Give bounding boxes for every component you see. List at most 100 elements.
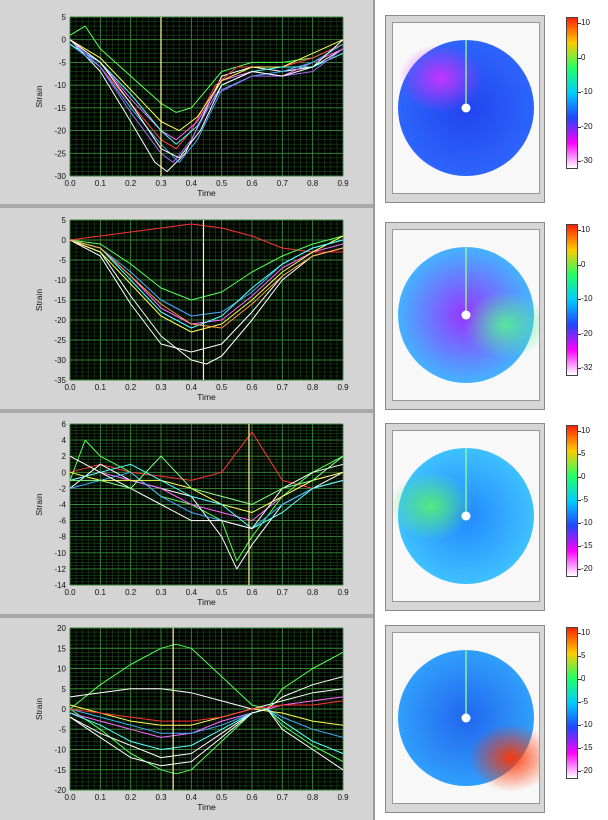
polar-map-4: 10 5 0 -5 -10 -15 -20	[380, 625, 608, 815]
x-tick-label: 0.7	[277, 793, 289, 802]
color-scale-tick	[578, 57, 581, 59]
series-line	[69, 688, 344, 710]
x-tick-label: 0.3	[155, 383, 167, 392]
y-tick-label: -5	[59, 58, 67, 67]
color-scale-label: 0	[581, 52, 586, 62]
series-line	[69, 39, 344, 159]
series-line	[69, 455, 344, 530]
x-tick-label: 0.7	[277, 179, 289, 188]
polar-disk	[398, 40, 534, 176]
series-line	[69, 708, 344, 754]
polar-map-frame	[385, 423, 545, 611]
x-tick-label: 0.2	[125, 383, 137, 392]
series-line	[69, 643, 344, 763]
y-tick-label: 5	[62, 13, 67, 22]
y-tick-label: 6	[62, 420, 67, 429]
y-tick-label: -10	[54, 746, 66, 755]
y-tick-label: -25	[54, 336, 66, 345]
color-scale-tick	[578, 633, 581, 634]
chart-2: 0.0 0.1 0.2 0.3 0.4 0.5 0.6 0.7 0.8 0.9 5 0 -5 -10 -15…	[34, 216, 349, 402]
x-tick-label: 0.5	[216, 179, 228, 188]
polar-map-frame	[385, 222, 548, 410]
x-tick-label: 0.9	[337, 793, 349, 802]
color-scale-tick	[578, 92, 581, 93]
y-tick-label: -30	[54, 356, 66, 365]
y-tick-label: 5	[62, 685, 67, 694]
series-line	[69, 39, 344, 132]
color-scale-tick	[578, 725, 581, 726]
color-scale-tick	[578, 771, 581, 772]
strain-charts: 0.0 0.1 0.2 0.3 0.4 0.5 0.6 0.7 0.8 0.9 5 0 -5 -10 -15…	[34, 13, 349, 812]
y-tick-label: -35	[54, 376, 66, 385]
series-line	[69, 39, 344, 163]
color-scale-label: 10	[581, 628, 590, 637]
y-tick-label: -30	[54, 172, 66, 181]
color-scale-tick	[578, 431, 581, 432]
x-tick-label: 0.2	[125, 588, 137, 597]
color-scale-label: 5	[581, 651, 586, 660]
color-scale-tick	[578, 299, 581, 300]
color-scale-label: 0	[581, 674, 586, 683]
y-tick-label: 5	[62, 216, 67, 225]
x-tick-label: 0.9	[337, 383, 349, 392]
series-line	[69, 651, 344, 775]
color-scale-tick	[578, 569, 581, 570]
x-tick-label: 0.8	[307, 588, 319, 597]
color-scale-tick	[578, 523, 581, 524]
y-tick-label: -15	[54, 296, 66, 305]
x-tick-label: 0.7	[277, 588, 289, 597]
color-scale-tick	[578, 702, 581, 703]
y-tick-label: -14	[54, 581, 66, 590]
series-line	[69, 704, 344, 726]
color-scale-bar	[566, 17, 578, 169]
y-tick-label: 0	[62, 468, 67, 477]
polar-map-3: 10 5 0 -5 -10 -15 -20	[380, 423, 608, 613]
color-scale-label: -32	[581, 363, 593, 372]
color-scale-tick	[578, 546, 581, 547]
polar-center	[461, 310, 471, 320]
x-tick-label: 0.4	[186, 793, 198, 802]
x-tick-label: 0.1	[95, 383, 107, 392]
series-line	[69, 43, 344, 145]
x-axis-title: Time	[197, 802, 216, 812]
y-tick-label: -15	[54, 104, 66, 113]
x-tick-label: 0.6	[246, 793, 258, 802]
color-scale-tick	[578, 656, 581, 657]
color-scale-label: -20	[581, 121, 593, 131]
color-scale-bar	[566, 425, 578, 577]
polar-map-2: 10 0 -10 -20 -32	[380, 222, 608, 412]
y-tick-label: 2	[62, 452, 67, 461]
x-tick-label: 0.2	[125, 179, 137, 188]
color-scale-label: -20	[581, 328, 593, 338]
color-scale-label: -10	[581, 518, 593, 527]
polar-center	[461, 511, 471, 521]
y-tick-label: 0	[62, 236, 67, 245]
y-tick-label: -10	[54, 276, 66, 285]
y-axis-title: Strain	[34, 698, 44, 720]
y-tick-label: -8	[59, 533, 67, 542]
x-tick-label: 0.0	[64, 383, 76, 392]
x-tick-label: 0.1	[95, 793, 107, 802]
x-tick-label: 0.9	[337, 588, 349, 597]
color-scale-tick	[578, 500, 581, 501]
color-scale-label: 10	[581, 18, 590, 27]
x-axis-title: Time	[197, 392, 216, 402]
x-tick-label: 0.0	[64, 793, 76, 802]
color-scale-label: -30	[581, 156, 593, 165]
x-tick-label: 0.4	[186, 588, 198, 597]
polar-hotspot	[399, 44, 483, 112]
y-tick-label: 4	[62, 436, 67, 445]
color-scale-tick	[578, 230, 581, 231]
series-line	[69, 676, 344, 759]
color-scale-tick	[578, 264, 581, 266]
x-tick-label: 0.4	[186, 179, 198, 188]
series-line	[69, 439, 344, 562]
x-tick-label: 0.6	[246, 588, 258, 597]
color-scale-label: -5	[581, 495, 589, 504]
x-tick-label: 0.3	[155, 793, 167, 802]
x-tick-label: 0.3	[155, 179, 167, 188]
polar-center	[461, 103, 471, 113]
chart-3: 0.0 0.1 0.2 0.3 0.4 0.5 0.6 0.7 0.8 0.9 6 4 2 0 -2 -4 -6…	[34, 420, 349, 607]
color-scale-label: -20	[581, 766, 593, 775]
color-scale-label: 0	[581, 472, 586, 481]
